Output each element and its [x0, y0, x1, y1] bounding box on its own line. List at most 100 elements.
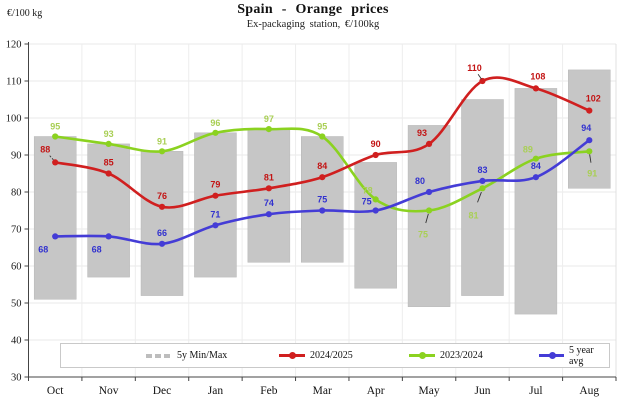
y-tick-label: 30 — [11, 373, 22, 384]
data-point — [425, 140, 433, 147]
data-point — [372, 207, 379, 214]
data-point — [532, 155, 539, 162]
data-label: 93 — [104, 129, 114, 139]
range-bar — [407, 125, 451, 307]
legend-label: 2024/2025 — [310, 350, 353, 361]
data-label: 79 — [210, 180, 220, 190]
x-tick-label: Jul — [529, 385, 542, 397]
chart-header: Spain - Orange prices Ex-packaging stati… — [0, 2, 626, 30]
label-leader — [477, 191, 482, 203]
data-label: 95 — [317, 122, 327, 132]
range-bar — [354, 162, 397, 289]
data-point — [158, 148, 166, 155]
y-axis-unit-label: €/100 kg — [7, 8, 43, 19]
data-label: 78 — [363, 185, 373, 195]
green-line-swatch-icon — [409, 352, 435, 359]
label-leader — [477, 73, 482, 80]
data-label: 75 — [362, 197, 372, 207]
legend-label: 2023/2024 — [440, 350, 483, 361]
data-point — [212, 192, 219, 199]
legend-label: 5 year avg — [568, 344, 594, 367]
data-point — [532, 85, 539, 92]
data-label: 75 — [317, 195, 327, 205]
data-point — [372, 196, 379, 203]
data-label: 84 — [531, 161, 541, 171]
label-leader — [589, 154, 592, 163]
data-label: 74 — [264, 198, 274, 208]
data-label: 93 — [417, 128, 427, 138]
y-tick-label: 40 — [11, 336, 22, 347]
y-tick-label: 80 — [11, 188, 22, 199]
data-label: 81 — [264, 172, 274, 182]
data-point — [265, 185, 272, 192]
data-point — [212, 222, 219, 229]
x-tick-label: Jun — [474, 385, 490, 397]
data-label: 91 — [587, 168, 597, 178]
range-bar — [568, 69, 611, 189]
data-label: 75 — [418, 230, 428, 240]
data-point — [425, 207, 433, 214]
data-point — [479, 177, 486, 184]
data-point — [372, 151, 379, 159]
minmax-range-swatch-icon — [146, 353, 172, 358]
data-label: 88 — [40, 144, 50, 154]
y-tick-label: 100 — [6, 114, 22, 125]
data-point — [586, 107, 593, 114]
x-tick-label: Dec — [153, 385, 172, 397]
legend-item-2024-2025: 2024/2025 — [279, 344, 353, 367]
data-label: 81 — [468, 210, 478, 220]
range-bar — [194, 132, 237, 278]
data-label: 68 — [92, 244, 102, 254]
data-point — [319, 207, 326, 214]
data-label: 89 — [523, 145, 533, 155]
range-bar — [301, 136, 344, 263]
range-bar — [461, 99, 504, 296]
data-label: 91 — [157, 136, 167, 146]
data-point — [479, 77, 486, 85]
data-label: 108 — [530, 71, 545, 81]
data-label: 68 — [38, 244, 48, 254]
chart-legend: 5y Min/Max 2024/2025 2023/2024 5 year av… — [60, 343, 610, 368]
range-bar — [514, 88, 558, 315]
data-point — [105, 170, 112, 177]
data-label: 83 — [477, 165, 487, 175]
data-point — [52, 133, 59, 140]
legend-label: 5y Min/Max — [177, 350, 228, 361]
x-tick-label: Aug — [579, 385, 599, 397]
label-leader — [425, 213, 429, 224]
x-tick-label: Apr — [367, 385, 385, 397]
data-label: 102 — [586, 94, 601, 104]
y-tick-label: 70 — [11, 225, 22, 236]
legend-item-2023-2024: 2023/2024 — [409, 344, 483, 367]
data-point — [319, 133, 326, 140]
data-label: 97 — [264, 114, 274, 124]
data-label: 76 — [157, 191, 167, 201]
chart-subtitle: Ex-packaging station, €/100kg — [246, 19, 380, 30]
x-tick-label: Nov — [99, 385, 119, 397]
label-leader — [49, 155, 55, 161]
x-tick-label: Mar — [313, 385, 332, 397]
x-tick-label: Oct — [47, 385, 64, 397]
y-tick-label: 90 — [11, 151, 22, 162]
range-bar — [140, 151, 184, 296]
legend-item-5y-minmax: 5y Min/Max — [146, 344, 227, 367]
data-label: 96 — [210, 118, 220, 128]
range-bar — [247, 128, 291, 263]
y-tick-label: 120 — [6, 40, 22, 51]
legend-item-5-year-avg: 5 year avg — [539, 344, 609, 367]
data-point — [425, 188, 433, 196]
data-label: 95 — [50, 122, 60, 132]
y-tick-label: 110 — [6, 77, 21, 88]
data-point — [212, 129, 219, 136]
data-point — [319, 174, 326, 181]
data-point — [158, 203, 166, 210]
data-label: 66 — [157, 228, 167, 238]
data-label: 84 — [317, 161, 327, 171]
data-point — [479, 185, 486, 192]
data-point — [52, 159, 59, 166]
y-tick-label: 60 — [11, 262, 22, 273]
data-point — [105, 233, 112, 240]
chart-title: Spain - Orange prices — [237, 2, 389, 17]
